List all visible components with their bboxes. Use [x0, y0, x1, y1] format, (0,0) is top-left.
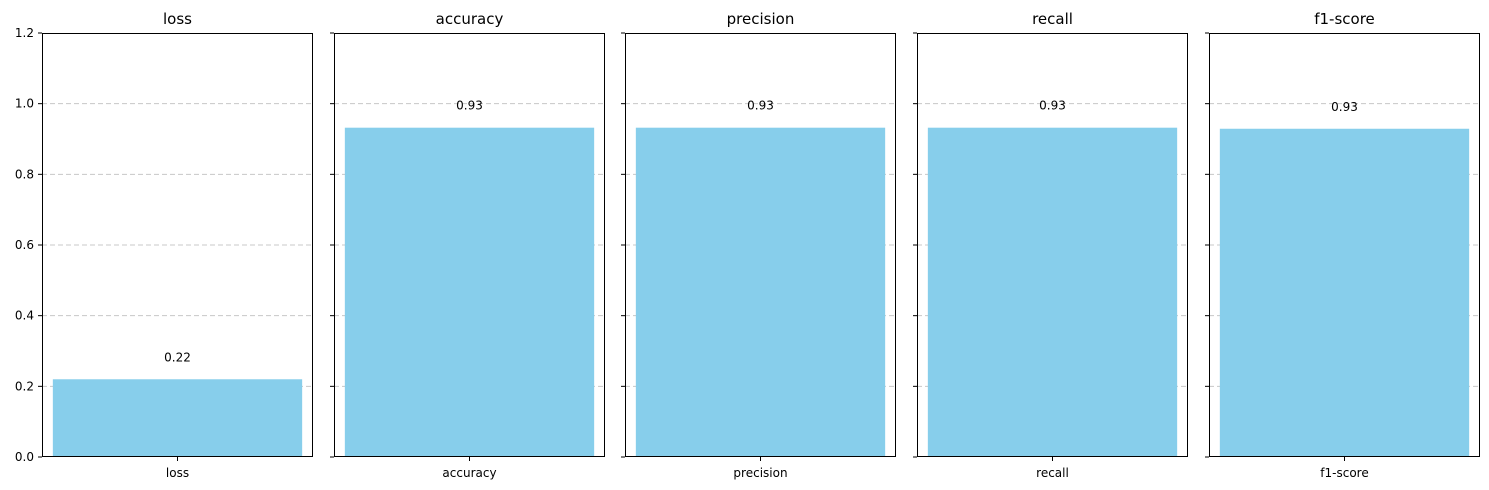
y-tick-label: 0.2: [15, 379, 34, 393]
x-tick-label: recall: [1036, 466, 1069, 480]
x-tick-label: f1-score: [1320, 466, 1368, 480]
chart-title: recall: [1032, 10, 1073, 28]
y-tick-label: 0.0: [15, 450, 34, 464]
x-tick-label: precision: [733, 466, 787, 480]
y-tick-label: 1.0: [15, 97, 34, 111]
data-label: 0.93: [747, 99, 774, 113]
bar: [52, 379, 303, 457]
y-tick-label: 0.4: [15, 309, 34, 323]
y-tick-label: 0.8: [15, 167, 34, 181]
chart-title: f1-score: [1314, 10, 1375, 28]
chart-title: loss: [163, 10, 192, 28]
axes-frame: [625, 33, 896, 457]
data-label: 0.93: [456, 99, 483, 113]
bar: [927, 127, 1178, 458]
bar: [1219, 128, 1470, 457]
data-label: 0.93: [1039, 99, 1066, 113]
y-tick-label: 1.2: [15, 26, 34, 40]
data-label: 0.93: [1331, 100, 1358, 114]
y-tick-label: 0.6: [15, 238, 34, 252]
chart-title: precision: [727, 10, 795, 28]
axes-frame: [1209, 33, 1480, 457]
bar: [635, 127, 886, 458]
data-label: 0.22: [164, 350, 191, 364]
axes-frame: [42, 33, 313, 457]
x-tick-label: accuracy: [442, 466, 496, 480]
axes-frame: [917, 33, 1188, 457]
x-tick-label: loss: [166, 466, 189, 480]
chart-title: accuracy: [436, 10, 504, 28]
axes-frame: [334, 33, 605, 457]
bar: [344, 127, 595, 458]
